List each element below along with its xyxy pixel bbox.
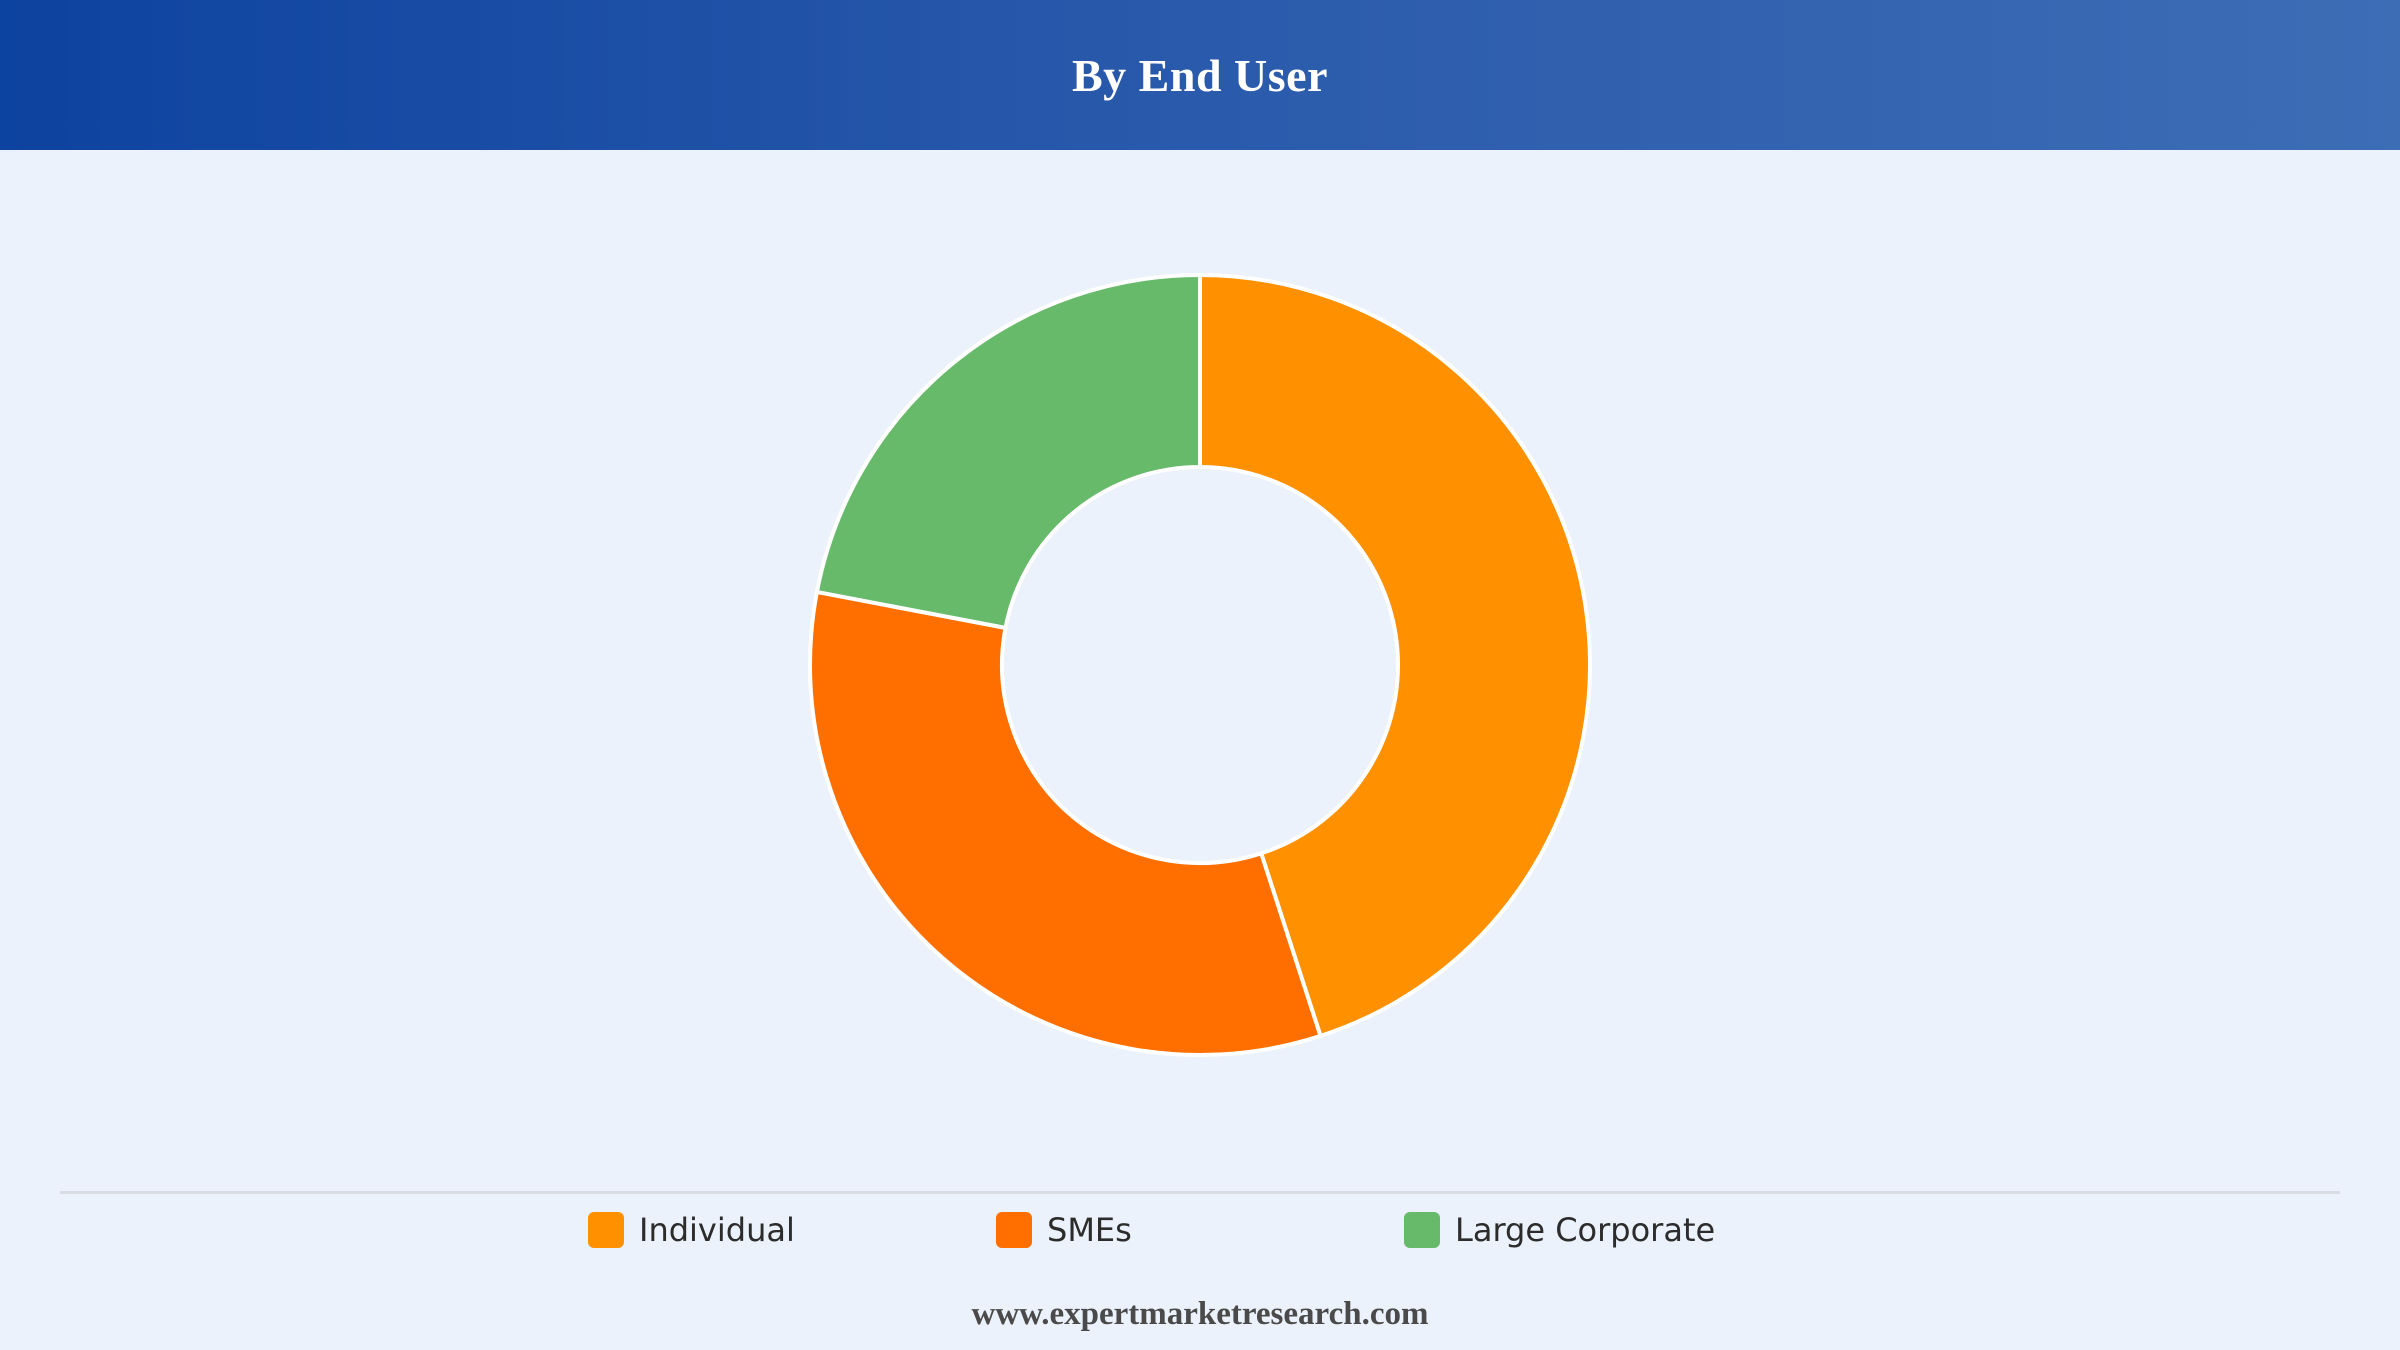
chart-area bbox=[0, 150, 2400, 1180]
chart-header: By End User bbox=[0, 0, 2400, 150]
donut-chart bbox=[808, 273, 1592, 1057]
legend-label-individual: Individual bbox=[639, 1211, 795, 1249]
donut-slice-large-corporate[interactable] bbox=[814, 273, 1202, 630]
footer-source-url: www.expertmarketresearch.com bbox=[971, 1296, 1429, 1332]
legend-item-large-corporate[interactable]: Large Corporate bbox=[1404, 1205, 1715, 1255]
legend-swatch-individual bbox=[588, 1212, 624, 1248]
legend-item-individual[interactable]: Individual bbox=[588, 1205, 795, 1255]
legend-item-smes[interactable]: SMEs bbox=[996, 1205, 1132, 1255]
donut-slice-individual[interactable] bbox=[1198, 273, 1592, 1038]
legend-swatch-large-corporate bbox=[1404, 1212, 1440, 1248]
legend-label-smes: SMEs bbox=[1047, 1211, 1132, 1249]
chart-legend: Individual SMEs Large Corporate bbox=[0, 1205, 2400, 1255]
legend-divider bbox=[60, 1191, 2340, 1194]
chart-title: By End User bbox=[1072, 49, 1328, 101]
legend-swatch-smes bbox=[996, 1212, 1032, 1248]
legend-label-large-corporate: Large Corporate bbox=[1455, 1211, 1716, 1249]
donut-slice-smes[interactable] bbox=[808, 589, 1323, 1057]
